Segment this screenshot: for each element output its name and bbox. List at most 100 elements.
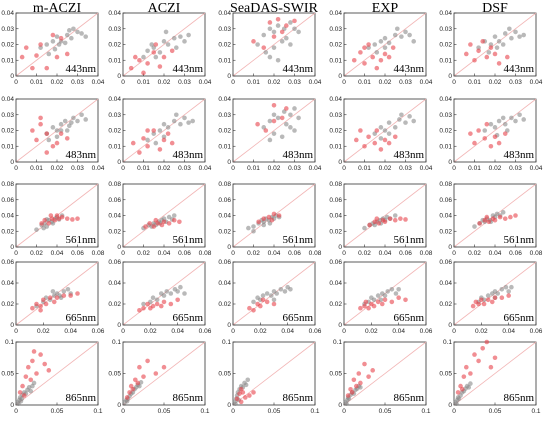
gray-point — [245, 377, 251, 383]
gray-point — [255, 42, 260, 47]
x-tick-label: 0.1 — [310, 408, 319, 415]
red-point — [137, 308, 142, 313]
y-tick-label: 0.08 — [108, 181, 121, 188]
red-point — [141, 136, 146, 141]
x-tick-label: 0.04 — [92, 165, 105, 172]
red-point — [51, 299, 57, 305]
one-to-one-line — [232, 341, 316, 406]
x-tick-label: 0.06 — [71, 250, 84, 257]
y-tick-label: 0.1 — [112, 339, 121, 346]
x-tick-label: 0 — [14, 79, 18, 86]
gray-point — [372, 42, 378, 47]
x-tick-label: 0.01 — [358, 165, 371, 172]
gray-point — [468, 381, 473, 386]
red-point — [356, 371, 362, 376]
y-tick-label: 0 — [448, 402, 452, 409]
red-point — [34, 301, 39, 307]
red-point — [390, 45, 396, 50]
gray-point — [157, 50, 163, 55]
x-tick-label: 0 — [231, 250, 235, 257]
gray-point — [279, 39, 285, 44]
y-tick-label: 0.03 — [439, 112, 452, 119]
gray-point — [271, 297, 277, 303]
gray-point — [496, 118, 502, 124]
gray-point — [67, 28, 72, 33]
y-tick-label: 0.02 — [218, 228, 231, 235]
gray-point — [521, 32, 526, 38]
red-point — [41, 297, 46, 303]
wavelength-label: 865nm — [172, 392, 203, 404]
x-tick-label: 0.03 — [288, 79, 301, 86]
x-tick-label: 0.06 — [199, 328, 212, 335]
red-point — [502, 131, 508, 136]
x-tick-label: 0.02 — [468, 250, 481, 257]
gray-point — [75, 118, 80, 124]
y-tick-label: 0 — [227, 322, 231, 329]
red-point — [46, 221, 52, 226]
gray-point — [65, 287, 71, 292]
y-tick-label: 0.04 — [218, 96, 231, 103]
y-tick-label: 0.08 — [329, 181, 342, 188]
red-point — [362, 45, 367, 50]
red-point — [145, 301, 150, 307]
column-title: SeaDAS-SWIR — [230, 1, 319, 16]
y-tick-label: 0.1 — [443, 339, 452, 346]
gray-point — [174, 112, 179, 118]
x-tick-label: 0.08 — [92, 250, 105, 257]
x-tick-label: 0.02 — [158, 165, 171, 172]
y-tick-label: 0 — [117, 73, 121, 80]
x-tick-label: 0.06 — [509, 250, 522, 257]
gray-point — [71, 115, 76, 121]
x-tick-label: 0 — [231, 165, 235, 172]
one-to-one-line — [122, 341, 206, 406]
gray-point — [274, 291, 280, 296]
red-point — [482, 136, 488, 141]
x-tick-label: 0.01 — [137, 79, 150, 86]
y-tick-label: 0.06 — [218, 197, 231, 204]
x-tick-label: 0.04 — [392, 328, 405, 335]
y-tick-label: 0.04 — [329, 213, 342, 220]
red-point — [267, 20, 273, 25]
y-tick-label: 0.03 — [1, 112, 14, 119]
gray-point — [282, 289, 288, 294]
red-point — [370, 368, 376, 373]
y-tick-label: 0 — [338, 402, 342, 409]
x-tick-label: 0.03 — [71, 165, 84, 172]
gray-point — [486, 50, 492, 55]
red-point — [23, 374, 29, 379]
red-point — [153, 371, 159, 376]
red-point — [382, 219, 388, 225]
y-tick-label: 0 — [227, 244, 231, 251]
y-tick-label: 0 — [227, 73, 231, 80]
red-point — [477, 221, 482, 226]
y-tick-label: 0.04 — [439, 10, 452, 17]
red-point — [34, 371, 39, 376]
red-point — [403, 297, 408, 303]
x-tick-label: 0 — [14, 328, 18, 335]
red-point — [382, 137, 388, 143]
red-point — [362, 303, 367, 309]
gray-point — [407, 32, 412, 38]
x-tick-label: 0.03 — [178, 165, 191, 172]
red-point — [481, 301, 487, 307]
x-tick-label: 0.06 — [288, 250, 301, 257]
gray-point — [509, 284, 514, 290]
x-tick-label: 0.02 — [489, 165, 502, 172]
red-point — [59, 214, 65, 220]
y-tick-label: 0 — [338, 244, 342, 251]
x-tick-label: 0 — [231, 79, 235, 86]
red-point — [382, 297, 388, 303]
gray-point — [46, 51, 52, 57]
red-point — [137, 150, 142, 155]
red-point — [468, 131, 473, 136]
x-tick-label: 0.06 — [309, 328, 322, 335]
red-point — [459, 386, 465, 392]
gray-point — [267, 137, 273, 143]
red-point — [247, 305, 252, 311]
wavelength-label: 561nm — [65, 234, 96, 246]
x-tick-label: 0 — [342, 328, 346, 335]
y-tick-label: 0.02 — [218, 128, 231, 135]
red-point — [23, 45, 29, 50]
gray-point — [502, 31, 508, 36]
red-point — [260, 297, 266, 303]
